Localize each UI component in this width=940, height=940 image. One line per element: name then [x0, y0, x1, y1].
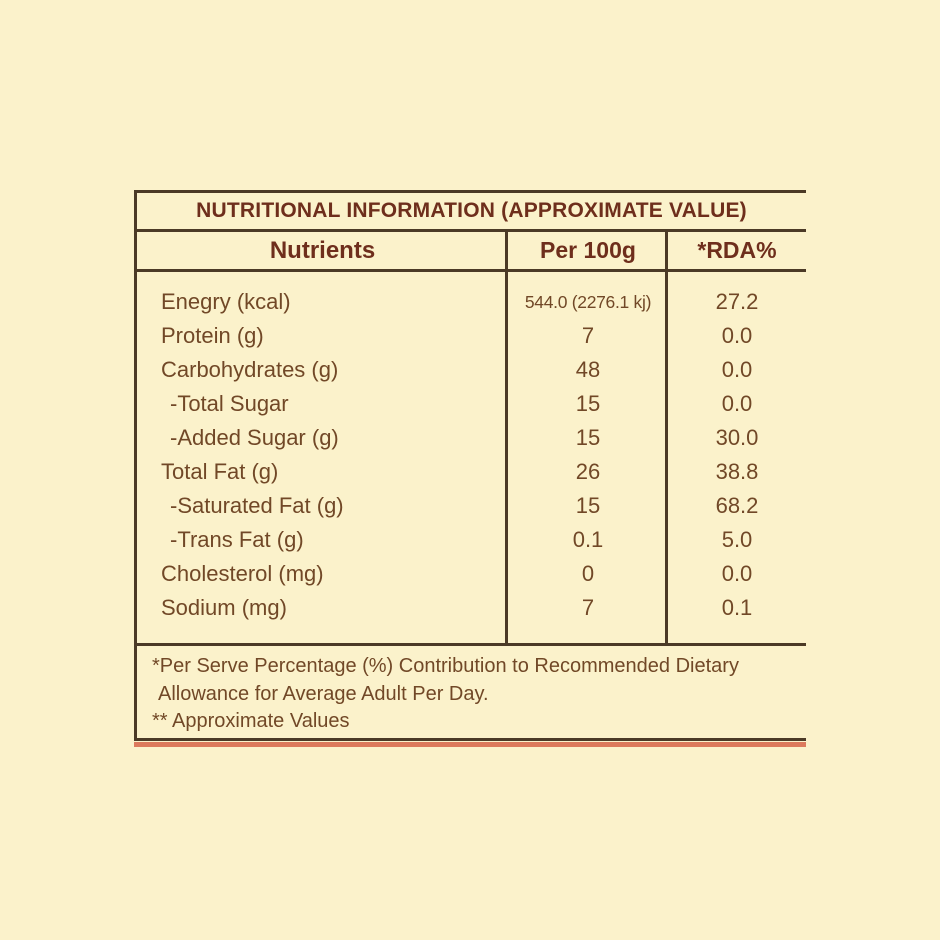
nutrient-name: -Saturated Fat (g)	[170, 493, 344, 518]
bottom-accent-line	[134, 742, 806, 747]
per-100g-value: 544.0 (2276.1 kj)	[524, 291, 652, 312]
table-row: -Total Sugar 15 0.0	[137, 387, 806, 421]
table-header-row: Nutrients Per 100g *RDA%	[137, 232, 806, 272]
rda-percent-value: 27.2	[715, 289, 759, 314]
nutrient-name: Cholesterol (mg)	[161, 561, 324, 586]
table-row: Total Fat (g) 26 38.8	[137, 455, 806, 489]
nutrient-name: Protein (g)	[161, 323, 264, 348]
column-header-nutrients: Nutrients	[269, 236, 376, 264]
footnote-line: Allowance for Average Adult Per Day.	[158, 682, 489, 705]
footnote-line: ** Approximate Values	[152, 710, 350, 732]
nutrient-name: Sodium (mg)	[161, 595, 287, 620]
table-row: -Trans Fat (g) 0.1 5.0	[137, 523, 806, 557]
rda-percent-value: 0.0	[721, 391, 753, 416]
table-row: Sodium (mg) 7 0.1	[137, 591, 806, 625]
table-row: -Saturated Fat (g) 15 68.2	[137, 489, 806, 523]
nutrient-name: Total Fat (g)	[161, 459, 279, 484]
table-row: Cholesterol (mg) 0 0.0	[137, 557, 806, 591]
column-header-per-100g: Per 100g	[540, 237, 636, 263]
column-divider	[505, 232, 508, 646]
label-title: NUTRITIONAL INFORMATION (APPROXIMATE VAL…	[137, 193, 806, 232]
per-100g-value: 15	[575, 493, 601, 518]
nutrient-name: -Trans Fat (g)	[170, 527, 304, 552]
rda-percent-value: 68.2	[715, 493, 759, 518]
rda-percent-value: 38.8	[715, 459, 759, 484]
table-body: Enegry (kcal) 544.0 (2276.1 kj) 27.2 Pro…	[137, 272, 806, 646]
column-header-rda-percent: *RDA%	[697, 237, 777, 263]
table-row: Protein (g) 7 0.0	[137, 319, 806, 353]
rda-percent-value: 5.0	[721, 527, 753, 552]
per-100g-value: 15	[575, 425, 601, 450]
nutrient-name: -Total Sugar	[170, 391, 289, 416]
nutrition-label-card: NUTRITIONAL INFORMATION (APPROXIMATE VAL…	[134, 190, 806, 741]
per-100g-value: 26	[575, 459, 601, 484]
column-divider	[665, 232, 668, 646]
rda-percent-value: 30.0	[715, 425, 759, 450]
nutrient-name: -Added Sugar (g)	[170, 425, 339, 450]
rda-percent-value: 0.0	[721, 323, 753, 348]
footnotes-section: *Per Serve Percentage (%) Contribution t…	[137, 646, 806, 736]
per-100g-value: 48	[575, 357, 601, 382]
per-100g-value: 0.1	[572, 527, 604, 552]
rda-percent-value: 0.0	[721, 357, 753, 382]
nutrient-name: Carbohydrates (g)	[161, 357, 339, 382]
rda-percent-value: 0.0	[721, 561, 753, 586]
per-100g-value: 15	[575, 391, 601, 416]
per-100g-value: 7	[581, 323, 595, 348]
per-100g-value: 7	[581, 595, 595, 620]
table-row: Enegry (kcal) 544.0 (2276.1 kj) 27.2	[137, 285, 806, 319]
footnote-line: *Per Serve Percentage (%) Contribution t…	[152, 655, 739, 677]
rda-percent-value: 0.1	[721, 595, 753, 620]
table-row: Carbohydrates (g) 48 0.0	[137, 353, 806, 387]
per-100g-value: 0	[581, 561, 595, 586]
nutrient-name: Enegry (kcal)	[161, 289, 291, 314]
table-row: -Added Sugar (g) 15 30.0	[137, 421, 806, 455]
